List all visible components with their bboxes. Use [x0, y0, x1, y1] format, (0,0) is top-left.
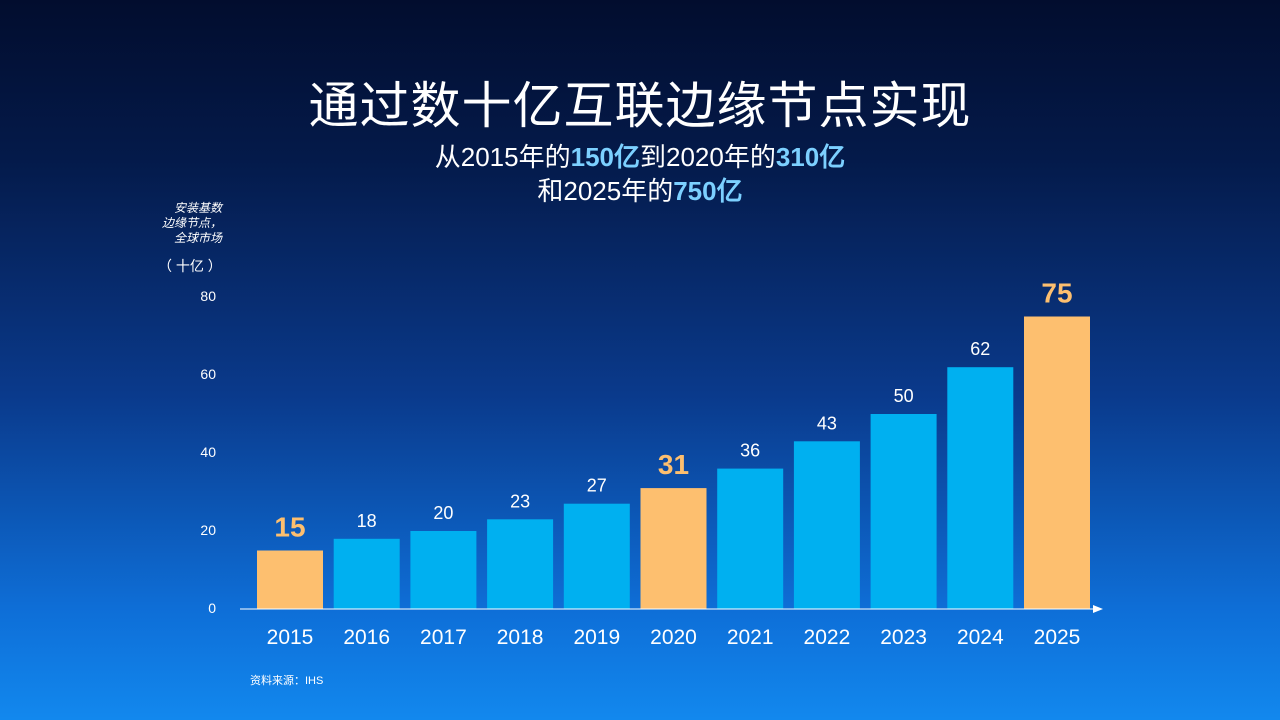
- value-label-2015: 15: [274, 512, 305, 543]
- x-tick-label-2025: 2025: [1034, 626, 1081, 649]
- x-axis-arrow-icon: [1093, 605, 1103, 613]
- value-label-2024: 62: [970, 339, 990, 359]
- value-label-2019: 27: [587, 476, 607, 496]
- bar-2017: [410, 531, 477, 609]
- y-tick-label: 0: [208, 600, 216, 616]
- x-tick-labels: 2015 2016 2017 2018 2019 2020 2021 2022 2023 2024…: [267, 626, 1081, 649]
- x-tick-label-2016: 2016: [343, 626, 390, 649]
- value-label-2021: 36: [740, 441, 760, 461]
- source-note: 资料来源：IHS: [250, 675, 324, 687]
- value-labels: 15 18 20 23 27 31 36 43 50 62 75: [274, 278, 1072, 543]
- y-axis-label-line-1: 安装基数: [173, 201, 222, 215]
- bar-2021: [717, 468, 784, 609]
- x-tick-label-2019: 2019: [573, 626, 620, 649]
- bar-2015: [257, 550, 323, 609]
- bar-2023: [870, 414, 937, 609]
- value-label-2023: 50: [894, 386, 914, 406]
- y-tick-label: 20: [200, 522, 216, 538]
- bar-2019: [563, 503, 630, 609]
- x-tick-label-2020: 2020: [650, 626, 697, 649]
- bars: [257, 316, 1090, 609]
- x-tick-label-2021: 2021: [727, 626, 774, 649]
- value-label-2018: 23: [510, 491, 530, 511]
- value-label-2020: 31: [658, 449, 689, 480]
- subtitle-1-prefix: 从2015年的: [434, 142, 571, 172]
- y-axis-unit: （ 十亿 ）: [158, 258, 222, 274]
- x-tick-label-2018: 2018: [497, 626, 544, 649]
- subtitle-2-prefix: 和2025年的: [537, 176, 674, 206]
- bar-2025: [1024, 316, 1090, 609]
- y-tick-label: 80: [200, 288, 216, 304]
- y-axis-label: 安装基数 边缘节点， 全球市场: [150, 201, 222, 246]
- x-tick-label-2022: 2022: [804, 626, 851, 649]
- y-tick-labels: 0 20 40 60 80: [200, 288, 216, 616]
- value-label-2025: 75: [1041, 278, 1072, 309]
- subtitle-line-2: 和2025年的750亿: [0, 174, 1280, 208]
- page-title: 通过数十亿互联边缘节点实现: [308, 78, 972, 134]
- y-axis-label-line-3: 全球市场: [173, 231, 222, 245]
- subtitle-2-highlight-2025: 750亿: [673, 176, 743, 206]
- bar-2020: [640, 488, 707, 609]
- subtitle-1-highlight-2015: 150亿: [570, 142, 640, 172]
- bar-2016: [333, 538, 400, 609]
- x-tick-label-2023: 2023: [880, 626, 927, 649]
- value-label-2017: 20: [433, 503, 453, 523]
- y-tick-label: 60: [200, 366, 216, 382]
- y-tick-label: 40: [200, 444, 216, 460]
- x-tick-label-2015: 2015: [267, 626, 314, 649]
- value-label-2022: 43: [817, 413, 837, 433]
- subtitle-1-mid: 到2020年的: [640, 142, 776, 172]
- x-tick-label-2024: 2024: [957, 626, 1004, 649]
- subtitle-1-highlight-2020: 310亿: [775, 142, 846, 172]
- x-tick-label-2017: 2017: [420, 626, 467, 649]
- subtitle-line-1: 从2015年的150亿到2020年的310亿: [0, 140, 1280, 174]
- bar-2022: [793, 441, 860, 609]
- bar-2018: [487, 519, 554, 609]
- value-label-2016: 18: [357, 511, 377, 531]
- y-axis-label-line-2: 边缘节点，: [161, 216, 222, 230]
- bar-2024: [947, 367, 1014, 609]
